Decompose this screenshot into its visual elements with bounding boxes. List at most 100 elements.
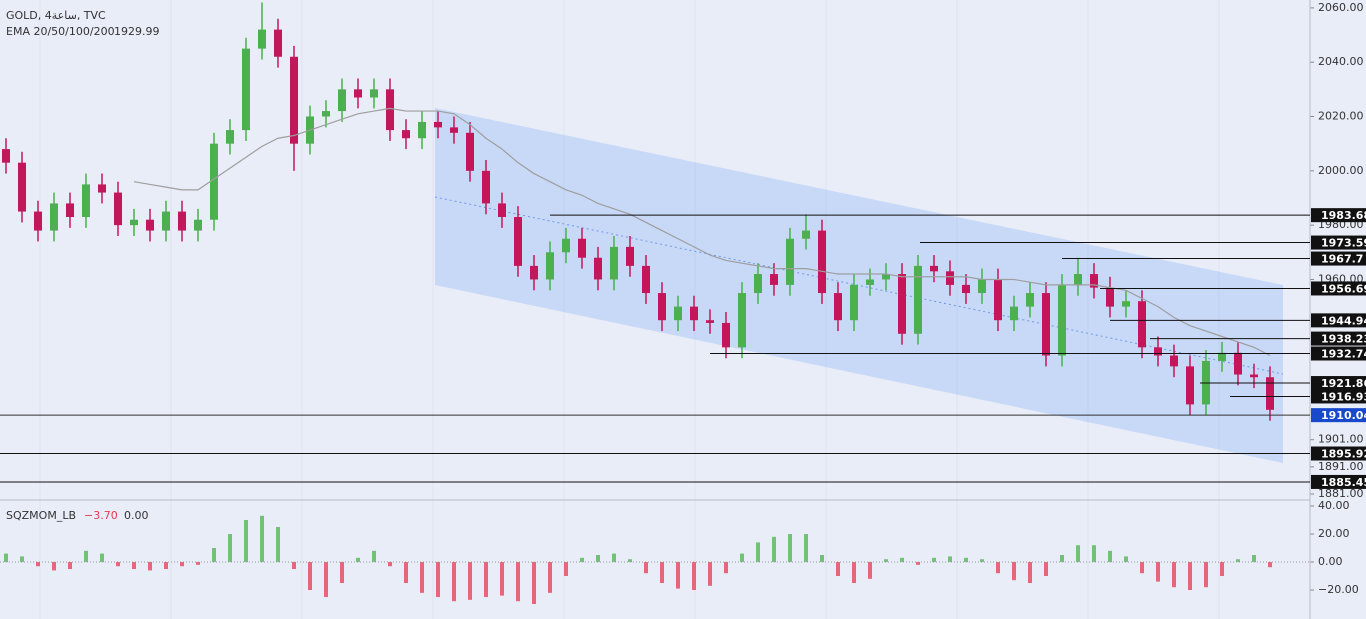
price-label: 1932.74 (1321, 348, 1366, 361)
candle-body (178, 211, 186, 231)
price-label-box (1311, 235, 1366, 250)
momentum-bar (948, 556, 952, 563)
momentum-bar (884, 559, 888, 563)
momentum-bar (756, 542, 760, 563)
y-tick-label: 1901.00 (1318, 433, 1364, 446)
candle-body (386, 89, 394, 131)
candle-body (1090, 274, 1098, 288)
candle-body (1250, 374, 1258, 378)
candle-body (370, 89, 378, 98)
momentum-bar (900, 557, 904, 563)
momentum-bar (596, 555, 600, 563)
y-tick-label: 0.00 (1318, 555, 1343, 568)
momentum-bar (196, 562, 200, 565)
candle-body (626, 246, 634, 266)
candle-body (1170, 355, 1178, 367)
candle-body (642, 265, 650, 294)
momentum-bar (436, 562, 440, 598)
momentum-bar (52, 562, 56, 571)
momentum-bar (1156, 562, 1160, 582)
candle-body (146, 219, 154, 231)
candle-body (690, 306, 698, 321)
candle-body (290, 56, 298, 144)
candle-body (1058, 284, 1066, 356)
price-label-box (1311, 313, 1366, 328)
y-tick-label: 1891.00 (1318, 460, 1364, 473)
momentum-bar (468, 562, 472, 600)
candle-body (466, 132, 474, 171)
momentum-bar (132, 562, 136, 570)
candle-body (1106, 287, 1114, 307)
candle-body (578, 238, 586, 258)
candle-body (674, 306, 682, 321)
momentum-bar (340, 562, 344, 584)
symbol-title: GOLD, 4ساعة, TVC (6, 9, 106, 22)
price-label-box (1311, 376, 1366, 391)
candle-body (1154, 347, 1162, 356)
momentum-bar (932, 557, 936, 563)
momentum-bar (1076, 545, 1080, 563)
price-label-box (1311, 281, 1366, 296)
candle-body (802, 230, 810, 239)
momentum-bar (980, 559, 984, 563)
momentum-bar (1204, 562, 1208, 588)
momentum-bar (996, 562, 1000, 574)
momentum-bar (420, 562, 424, 593)
candle-body (1042, 293, 1050, 356)
candle-body (1074, 274, 1082, 285)
price-label: 1885.45 (1321, 476, 1366, 489)
candle-body (450, 127, 458, 133)
candle-body (818, 230, 826, 294)
momentum-bar (1172, 562, 1176, 588)
candle-body (1010, 306, 1018, 321)
momentum-bar (404, 562, 408, 584)
momentum-bar (788, 534, 792, 563)
momentum-bar (836, 562, 840, 577)
candle-body (722, 322, 730, 348)
momentum-bar (36, 562, 40, 567)
price-label-box (1311, 251, 1366, 266)
candle-body (658, 293, 666, 321)
candle-body (866, 279, 874, 285)
candle-body (402, 130, 410, 139)
candle-body (1234, 352, 1242, 375)
momentum-bar (1252, 555, 1256, 563)
momentum-bar (692, 562, 696, 591)
indicator-name: EMA 20/50/100/200 (6, 25, 115, 38)
candle-body (530, 265, 538, 280)
momentum-bar (628, 559, 632, 563)
price-label-box (1311, 208, 1366, 223)
momentum-bar (516, 562, 520, 602)
momentum-bar (212, 548, 216, 563)
momentum-bar (260, 515, 264, 563)
momentum-bar (1108, 550, 1112, 563)
oscillator-name: SQZMOM_LB (6, 509, 76, 522)
price-label: 1956.69 (1321, 282, 1366, 295)
candle-body (418, 121, 426, 139)
candle-body (210, 143, 218, 220)
price-label: 1895.92 (1321, 448, 1366, 461)
candle-body (1218, 352, 1226, 361)
momentum-bar (660, 562, 664, 584)
candle-body (610, 246, 618, 280)
momentum-bar (148, 562, 152, 571)
momentum-bar (644, 562, 648, 574)
candle-body (322, 111, 330, 117)
candle-body (98, 184, 106, 193)
momentum-bar (4, 553, 8, 563)
candle-body (850, 284, 858, 321)
momentum-bar (804, 534, 808, 563)
momentum-bar (1060, 555, 1064, 563)
candle-body (978, 279, 986, 294)
candle-body (274, 29, 282, 57)
y-tick-label: 1881.00 (1318, 487, 1364, 500)
candle-body (114, 192, 122, 226)
momentum-bar (676, 562, 680, 589)
momentum-bar (1236, 559, 1240, 563)
candle-body (514, 217, 522, 266)
momentum-bar (388, 562, 392, 567)
candle-body (994, 279, 1002, 321)
momentum-bar (1092, 545, 1096, 563)
regression-channel (435, 108, 1283, 463)
